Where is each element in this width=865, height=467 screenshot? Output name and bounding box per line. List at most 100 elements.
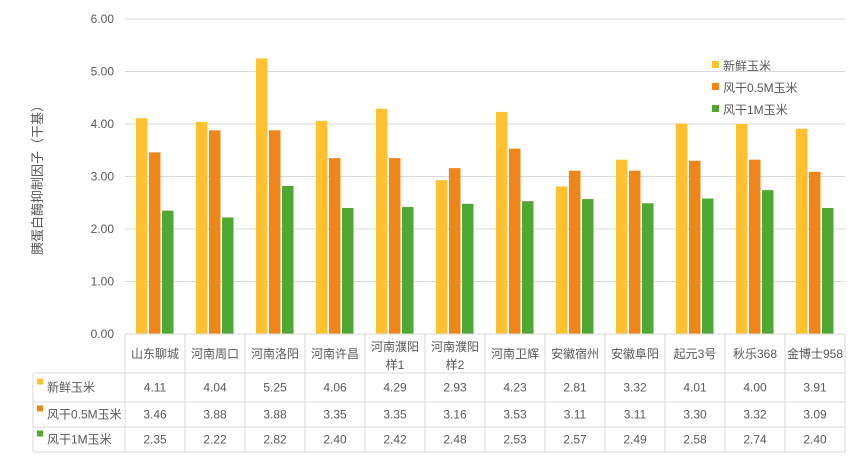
bar-1 [256,58,268,334]
table-cell-value: 2.22 [203,433,227,447]
bar-3 [222,217,234,334]
bar-2 [509,148,521,334]
table-cell-value: 3.09 [803,408,827,422]
legend-key [712,105,719,112]
category-label: 金博士958 [787,346,843,361]
bar-2 [809,171,821,334]
category-label: 河南濮阳 [431,339,479,354]
table-cell-value: 2.57 [563,433,587,447]
table-legend-key [37,430,43,437]
bar-1 [736,124,748,334]
table-cell-value: 3.30 [683,408,707,422]
table-cell-value: 3.91 [803,381,827,395]
table-cell-value: 5.25 [263,381,287,395]
bar-3 [402,206,414,334]
bar-1 [316,120,328,334]
y-tick-label: 6.00 [91,12,115,26]
table-cell-value: 3.88 [203,408,227,422]
category-label: 安徽阜阳 [611,346,659,361]
table-cell-value: 3.88 [263,408,287,422]
bar-2 [749,159,761,334]
table-cell-value: 2.53 [503,433,527,447]
table-cell-value: 2.48 [443,433,467,447]
bar-1 [196,121,208,335]
bar-1 [376,108,388,335]
legend-key [712,61,719,68]
bar-2 [569,170,581,334]
table-cell-value: 3.32 [623,381,647,395]
category-label: 样2 [446,357,465,372]
category-label: 河南卫辉 [491,346,539,361]
table-legend-key [37,405,43,412]
legend-label: 新鲜玉米 [723,58,771,73]
bar-2 [209,130,221,334]
bar-3 [762,190,774,334]
table-cell-value: 2.42 [383,433,407,447]
y-tick-label: 2.00 [91,222,115,236]
category-label: 河南洛阳 [251,346,299,361]
bar-2 [629,170,641,334]
table-cell-value: 4.06 [323,381,347,395]
category-label: 样1 [386,357,405,372]
table-cell-value: 3.35 [323,408,347,422]
legend-key [712,83,719,90]
bar-3 [822,208,834,334]
bar-1 [436,180,448,334]
y-tick-label: 1.00 [91,275,115,289]
bar-2 [389,158,401,334]
table-cell-value: 4.00 [743,381,767,395]
table-series-label: 风干0.5M玉米 [47,408,122,422]
table-cell-value: 4.23 [503,381,527,395]
bar-3 [282,185,294,334]
table-cell-value: 2.49 [623,433,647,447]
bar-1 [136,118,148,334]
bar-1 [556,186,568,334]
bar-2 [329,158,341,334]
y-tick-label: 3.00 [91,170,115,184]
table-cell-value: 2.81 [563,381,587,395]
bar-3 [582,199,594,334]
bar-3 [522,201,534,334]
y-axis-label: 胰蛋白酶抑制因子（干基） [30,99,45,255]
table-cell-value: 4.04 [203,381,227,395]
bar-3 [162,210,174,334]
table-series-label: 风干1M玉米 [47,433,112,447]
category-label: 秋乐368 [733,347,777,361]
y-tick-label: 5.00 [91,65,115,79]
bar-1 [676,123,688,334]
category-label: 山东聊城 [131,347,179,361]
table-cell-value: 3.11 [564,408,587,422]
table-cell-value: 4.01 [683,381,707,395]
bar-3 [702,198,714,334]
table-cell-value: 2.74 [743,433,767,447]
table-cell-value: 2.93 [443,381,467,395]
bar-2 [449,168,461,334]
table-cell-value: 2.40 [323,433,347,447]
table-series-label: 新鲜玉米 [47,380,95,395]
table-cell-value: 2.40 [803,433,827,447]
bar-3 [342,208,354,334]
bar-3 [642,203,654,334]
table-cell-value: 2.58 [683,433,707,447]
table-cell-value: 3.16 [443,408,467,422]
y-tick-label: 4.00 [91,117,115,131]
bar-2 [149,152,161,334]
bar-2 [269,130,281,334]
category-label: 安徽宿州 [551,346,599,361]
table-cell-value: 3.11 [624,408,647,422]
table-legend-key [37,378,43,385]
legend-label: 风干1M玉米 [723,103,788,117]
table-cell-value: 3.53 [503,408,527,422]
category-label: 起元3号 [674,347,717,361]
category-label: 河南周口 [191,346,239,361]
table-cell-value: 4.11 [144,381,167,395]
bar-1 [496,111,508,334]
legend-label: 风干0.5M玉米 [723,81,798,95]
category-label: 河南濮阳 [371,339,419,354]
bar-3 [462,203,474,334]
table-cell-value: 3.46 [143,408,167,422]
table-cell-value: 4.29 [383,381,407,395]
table-cell-value: 2.35 [143,433,167,447]
table-cell-value: 3.35 [383,408,407,422]
